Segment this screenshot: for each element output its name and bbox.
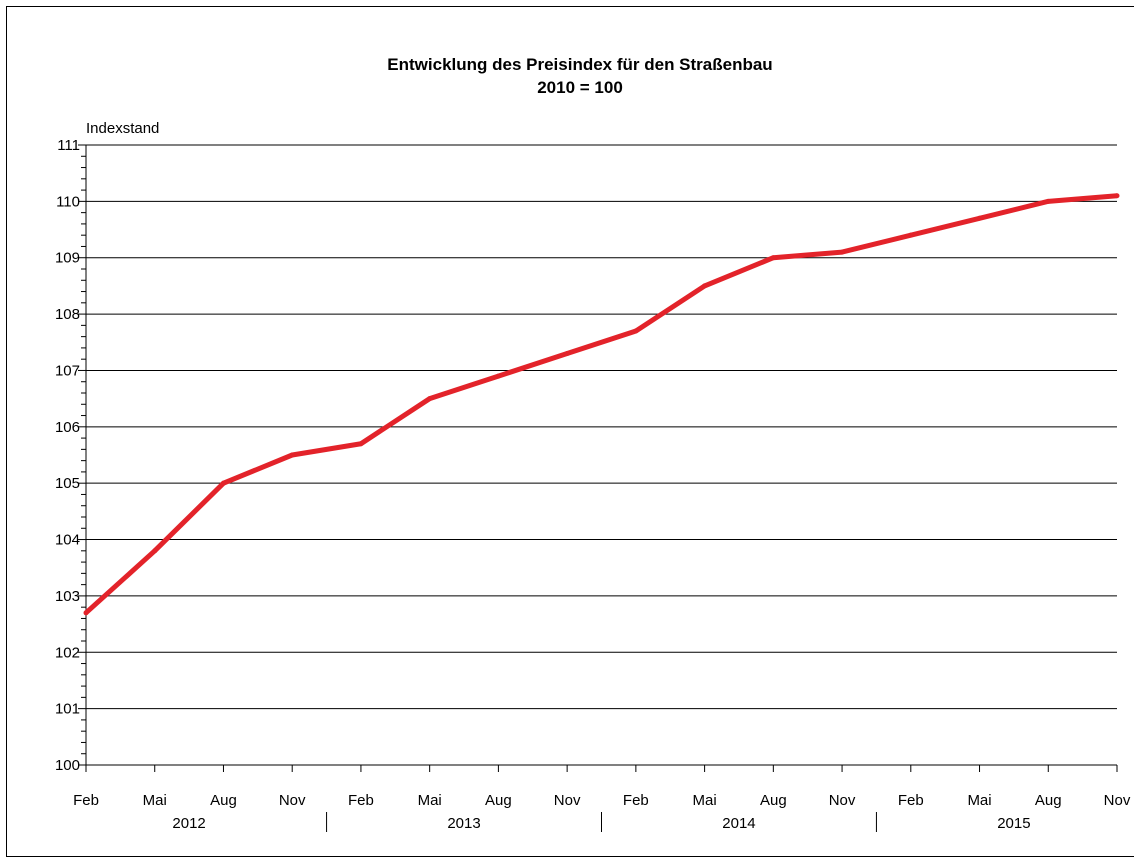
y-tick-label: 104: [55, 532, 80, 549]
data-point: [152, 548, 158, 554]
series-line: [84, 193, 1118, 615]
x-tick-label: Feb: [348, 792, 374, 809]
x-tick-label: Nov: [279, 792, 306, 809]
year-label: 2013: [447, 815, 480, 832]
year-label: 2015: [997, 815, 1030, 832]
y-tick-label: 109: [55, 250, 80, 267]
x-tick-label: Nov: [829, 792, 856, 809]
x-tick-label: Aug: [1035, 792, 1062, 809]
data-point: [564, 351, 570, 357]
y-tick-label: 108: [55, 306, 80, 323]
series: [83, 193, 1120, 616]
x-tick-label: Feb: [73, 792, 99, 809]
chart-frame: [6, 6, 1134, 857]
x-tick-label: Aug: [760, 792, 787, 809]
tick-labels: 100 101 102 103 104 105 106 107 108 109 110 111 Feb M…: [55, 137, 1131, 832]
grid-lines: [86, 144, 1117, 710]
data-point: [702, 283, 708, 289]
axes: [78, 144, 1118, 832]
y-axis-label: Indexstand: [86, 120, 159, 137]
y-tick-label: 102: [55, 644, 80, 661]
data-point: [358, 441, 364, 447]
year-label: 2014: [722, 815, 755, 832]
chart-title: Entwicklung des Preisindex für den Straß…: [387, 55, 772, 74]
x-tick-label: Feb: [898, 792, 924, 809]
y-tick-label: 110: [56, 193, 80, 210]
data-point: [839, 249, 845, 255]
x-tick-label: Aug: [485, 792, 512, 809]
data-point: [633, 328, 639, 334]
y-tick-label: 101: [55, 701, 80, 718]
y-tick-label: 103: [55, 588, 80, 605]
x-tick-label: Mai: [418, 792, 442, 809]
data-point: [220, 480, 226, 486]
data-point: [770, 255, 776, 261]
x-tick-label: Nov: [554, 792, 581, 809]
year-label: 2012: [172, 815, 205, 832]
y-tick-label: 105: [55, 475, 80, 492]
data-point: [1114, 193, 1120, 199]
data-point: [289, 452, 295, 458]
data-point: [977, 215, 983, 221]
data-point: [427, 396, 433, 402]
x-tick-label: Feb: [623, 792, 649, 809]
y-tick-label: 107: [55, 362, 80, 379]
y-tick-label: 111: [57, 137, 80, 154]
x-tick-label: Aug: [210, 792, 237, 809]
data-point: [1045, 198, 1051, 204]
x-tick-label: Nov: [1104, 792, 1131, 809]
data-point: [495, 373, 501, 379]
chart-subtitle: 2010 = 100: [537, 78, 623, 97]
data-point: [83, 610, 89, 616]
y-tick-label: 100: [55, 757, 80, 774]
x-tick-label: Mai: [693, 792, 717, 809]
y-tick-label: 106: [55, 419, 80, 436]
data-point: [908, 232, 914, 238]
x-tick-label: Mai: [143, 792, 167, 809]
x-tick-label: Mai: [967, 792, 991, 809]
